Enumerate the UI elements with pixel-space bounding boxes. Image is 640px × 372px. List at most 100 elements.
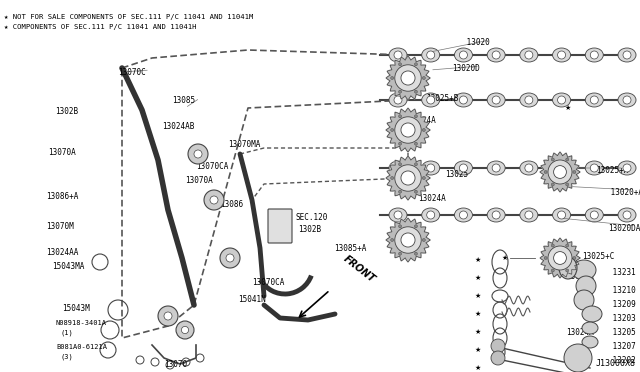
Circle shape: [544, 257, 547, 260]
Text: 13070CA: 13070CA: [252, 278, 284, 287]
Ellipse shape: [422, 48, 440, 62]
Text: ★: ★: [565, 105, 571, 111]
Ellipse shape: [582, 322, 598, 334]
Circle shape: [427, 96, 435, 104]
Circle shape: [220, 248, 240, 268]
Circle shape: [158, 306, 178, 326]
Text: 15043M: 15043M: [62, 304, 90, 313]
Ellipse shape: [564, 344, 592, 372]
Ellipse shape: [586, 161, 604, 175]
Text: 1302B: 1302B: [298, 225, 321, 234]
Circle shape: [204, 190, 224, 210]
Text: FRONT: FRONT: [342, 253, 378, 284]
Ellipse shape: [422, 208, 440, 222]
Polygon shape: [540, 238, 580, 278]
Text: 13070A: 13070A: [48, 148, 76, 157]
Ellipse shape: [586, 208, 604, 222]
Ellipse shape: [552, 93, 571, 107]
Circle shape: [557, 51, 566, 59]
Ellipse shape: [574, 290, 594, 310]
Ellipse shape: [487, 161, 505, 175]
Circle shape: [557, 164, 566, 172]
Circle shape: [590, 211, 598, 219]
Text: 13203: 13203: [608, 314, 636, 323]
Text: 13025+A: 13025+A: [596, 166, 628, 175]
Circle shape: [401, 233, 415, 247]
Ellipse shape: [586, 93, 604, 107]
Circle shape: [573, 257, 576, 260]
Text: 13070: 13070: [164, 360, 187, 369]
Circle shape: [399, 190, 401, 193]
Circle shape: [399, 252, 401, 255]
Circle shape: [422, 128, 426, 131]
Text: ★ COMPONENTS OF SEC.111 P/C 11041 AND 11041H: ★ COMPONENTS OF SEC.111 P/C 11041 AND 11…: [4, 24, 196, 30]
Circle shape: [395, 165, 421, 191]
Circle shape: [401, 171, 415, 185]
Circle shape: [394, 211, 402, 219]
Text: (3): (3): [60, 354, 73, 360]
Text: 1302B: 1302B: [55, 107, 78, 116]
Ellipse shape: [586, 48, 604, 62]
Ellipse shape: [422, 161, 440, 175]
Ellipse shape: [389, 48, 407, 62]
Circle shape: [422, 176, 426, 180]
Circle shape: [390, 176, 394, 180]
Circle shape: [226, 254, 234, 262]
Ellipse shape: [576, 276, 596, 296]
Circle shape: [415, 252, 417, 255]
Text: SEC.120: SEC.120: [296, 213, 328, 222]
Circle shape: [492, 211, 500, 219]
Text: 13210: 13210: [608, 286, 636, 295]
Circle shape: [399, 163, 401, 166]
Ellipse shape: [582, 306, 602, 322]
Text: 13024A: 13024A: [418, 194, 445, 203]
Circle shape: [548, 160, 572, 184]
Circle shape: [460, 164, 467, 172]
Polygon shape: [386, 108, 430, 152]
Ellipse shape: [582, 336, 598, 348]
Circle shape: [415, 63, 417, 66]
Circle shape: [394, 96, 402, 104]
Polygon shape: [386, 56, 430, 100]
Circle shape: [415, 225, 417, 228]
Ellipse shape: [389, 161, 407, 175]
Text: 13025+C: 13025+C: [582, 252, 614, 261]
Text: 13025+B: 13025+B: [426, 94, 458, 103]
Ellipse shape: [389, 93, 407, 107]
Circle shape: [181, 326, 189, 334]
Ellipse shape: [520, 93, 538, 107]
Circle shape: [492, 51, 500, 59]
Circle shape: [415, 90, 417, 93]
Text: ★: ★: [475, 275, 481, 281]
Circle shape: [551, 158, 554, 161]
Ellipse shape: [487, 48, 505, 62]
Text: 13085: 13085: [172, 96, 195, 105]
Circle shape: [390, 128, 394, 131]
Circle shape: [399, 225, 401, 228]
Text: 13202: 13202: [608, 356, 636, 365]
Text: 13020+A: 13020+A: [606, 188, 640, 197]
Circle shape: [525, 96, 533, 104]
Text: 13070C: 13070C: [118, 68, 146, 77]
Circle shape: [401, 123, 415, 137]
Ellipse shape: [487, 208, 505, 222]
Circle shape: [399, 142, 401, 145]
Text: J13000X8: J13000X8: [596, 359, 636, 368]
Text: 13209: 13209: [608, 300, 636, 309]
Text: 13020: 13020: [462, 38, 490, 47]
Text: 13070A: 13070A: [185, 176, 212, 185]
Circle shape: [554, 166, 566, 179]
Text: 13024A: 13024A: [566, 328, 594, 337]
Circle shape: [399, 63, 401, 66]
Text: 13020D: 13020D: [452, 64, 480, 73]
Text: 13231: 13231: [608, 268, 636, 277]
Ellipse shape: [618, 48, 636, 62]
Text: ★: ★: [475, 329, 481, 335]
Text: ★: ★: [475, 311, 481, 317]
Circle shape: [566, 158, 569, 161]
Text: ★: ★: [502, 255, 508, 261]
Ellipse shape: [618, 93, 636, 107]
Circle shape: [525, 211, 533, 219]
Ellipse shape: [454, 48, 472, 62]
Ellipse shape: [552, 48, 571, 62]
